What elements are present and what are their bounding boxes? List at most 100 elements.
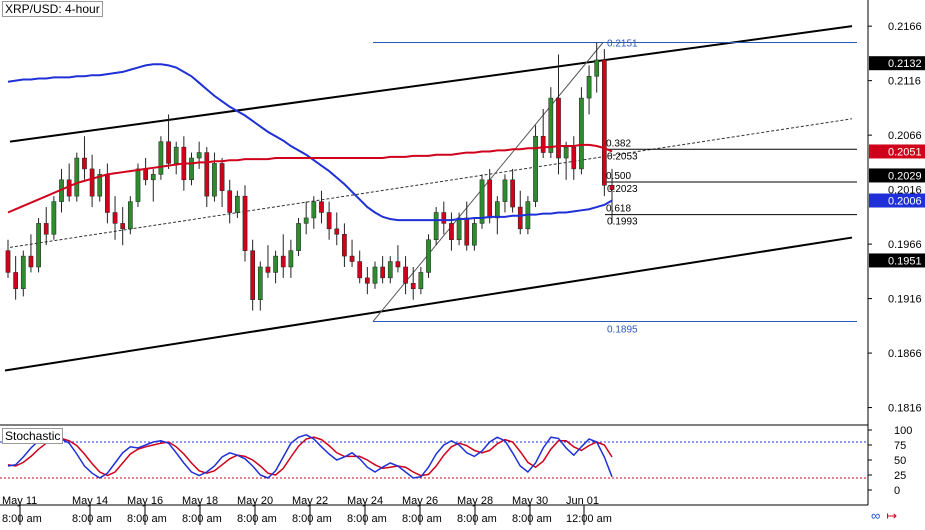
bear-candle	[571, 146, 577, 170]
bear-candle	[105, 174, 110, 213]
time-tick-sublabel: 8:00 am	[402, 513, 442, 525]
time-tick-sublabel: 8:00 am	[72, 513, 112, 525]
price-tick-label: 0.2166	[888, 21, 922, 33]
bear-candle	[82, 157, 87, 170]
bull-candle	[173, 146, 179, 164]
time-tick-label: May 26	[402, 495, 438, 507]
time-tick-label: May 28	[457, 495, 493, 507]
channel-upper-line	[9, 25, 853, 143]
price-label-text: 0.2051	[888, 146, 922, 158]
bear-candle	[609, 185, 615, 190]
time-tick-label: May 22	[292, 495, 328, 507]
bull-candle	[502, 179, 508, 202]
bull-candle	[212, 163, 217, 197]
fib-level-value: 0.2053	[607, 151, 638, 162]
bear-candle	[143, 168, 148, 181]
bull-candle	[303, 217, 309, 224]
bull-candle	[158, 141, 164, 175]
bear-candle	[357, 261, 363, 279]
bear-candle	[510, 179, 515, 208]
price-tick-label: 0.1816	[888, 403, 922, 415]
time-tick-sublabel: 12:00 am	[566, 513, 612, 525]
bear-candle	[265, 266, 271, 273]
time-tick-label: May 16	[127, 495, 163, 507]
price-label-box	[869, 182, 925, 197]
bear-candle	[166, 141, 171, 164]
bear-candle	[5, 250, 11, 273]
bull-candle	[563, 146, 569, 159]
bull-candle	[189, 157, 194, 181]
bear-candle	[395, 261, 401, 268]
stoch-tick-label: 0	[894, 485, 900, 497]
time-tick-label: May 11	[2, 495, 37, 507]
price-label-box	[869, 144, 925, 159]
bear-candle	[464, 217, 470, 246]
bull-candle	[127, 201, 133, 230]
price-label-box	[869, 193, 925, 208]
bear-candle	[556, 97, 561, 159]
stoch-tick-label: 50	[894, 455, 906, 467]
stoch-tick-label: 75	[894, 440, 906, 452]
bear-candle	[250, 250, 256, 300]
price-label-box	[869, 56, 925, 71]
price-label-text: 0.2006	[888, 196, 922, 208]
fib-high-label: 0.2151	[607, 39, 638, 50]
bear-candle	[364, 277, 370, 284]
time-tick-sublabel: 8:00 am	[182, 513, 222, 525]
bull-candle	[36, 223, 41, 268]
bear-candle	[326, 212, 332, 230]
price-label-text: 0.2029	[888, 170, 922, 182]
bear-candle	[441, 212, 447, 224]
bear-candle	[410, 283, 416, 290]
link-icon[interactable]: ∞	[871, 508, 881, 523]
stoch-k-line	[7, 433, 613, 479]
bear-candle	[487, 179, 493, 219]
bear-candle	[602, 59, 607, 186]
bull-candle	[533, 135, 538, 202]
bear-candle	[28, 255, 34, 268]
bull-candle	[426, 239, 431, 273]
time-tick-sublabel: 8:00 am	[237, 513, 277, 525]
bull-candle	[586, 76, 592, 99]
stoch-tick-label: 100	[894, 425, 912, 437]
price-tick-label: 0.1866	[888, 348, 922, 360]
scroll-right-icon[interactable]: ↦	[886, 508, 898, 523]
bear-candle	[89, 168, 95, 197]
bull-candle	[51, 201, 57, 235]
channel-mid-line	[9, 118, 853, 248]
time-tick-sublabel: 8:00 am	[2, 513, 42, 525]
bear-candle	[349, 255, 355, 262]
bull-candle	[74, 157, 80, 197]
bull-candle	[548, 97, 554, 153]
bull-candle	[479, 179, 485, 224]
time-tick-label: May 30	[512, 495, 548, 507]
time-tick-label: May 24	[347, 495, 383, 507]
bull-candle	[387, 261, 393, 279]
bull-candle	[579, 97, 584, 170]
time-tick-label: May 20	[237, 495, 273, 507]
bear-candle	[219, 163, 225, 191]
bull-candle	[97, 174, 103, 197]
bear-candle	[403, 266, 408, 284]
bear-candle	[334, 228, 340, 235]
price-label-box	[869, 168, 925, 183]
price-label-text: 0.2132	[888, 58, 922, 70]
bear-candle	[43, 223, 49, 235]
bull-candle	[196, 152, 202, 159]
bull-candle	[150, 174, 156, 181]
bull-candle	[235, 195, 240, 213]
bull-candle	[594, 59, 600, 77]
bull-candle	[135, 168, 141, 202]
oscillator-title: Stochastic	[2, 428, 64, 444]
bull-candle	[20, 255, 26, 290]
bear-candle	[540, 135, 546, 153]
bull-candle	[456, 217, 462, 240]
price-label-text: 0.1951	[888, 255, 922, 267]
chart-title: XRP/USD: 4-hour	[2, 1, 103, 17]
price-label-box	[869, 253, 925, 268]
bull-candle	[257, 266, 263, 300]
time-tick-sublabel: 8:00 am	[457, 513, 497, 525]
bear-candle	[342, 234, 347, 257]
price-tick-label: 0.1966	[888, 239, 922, 251]
ma-fast-line	[7, 143, 613, 214]
